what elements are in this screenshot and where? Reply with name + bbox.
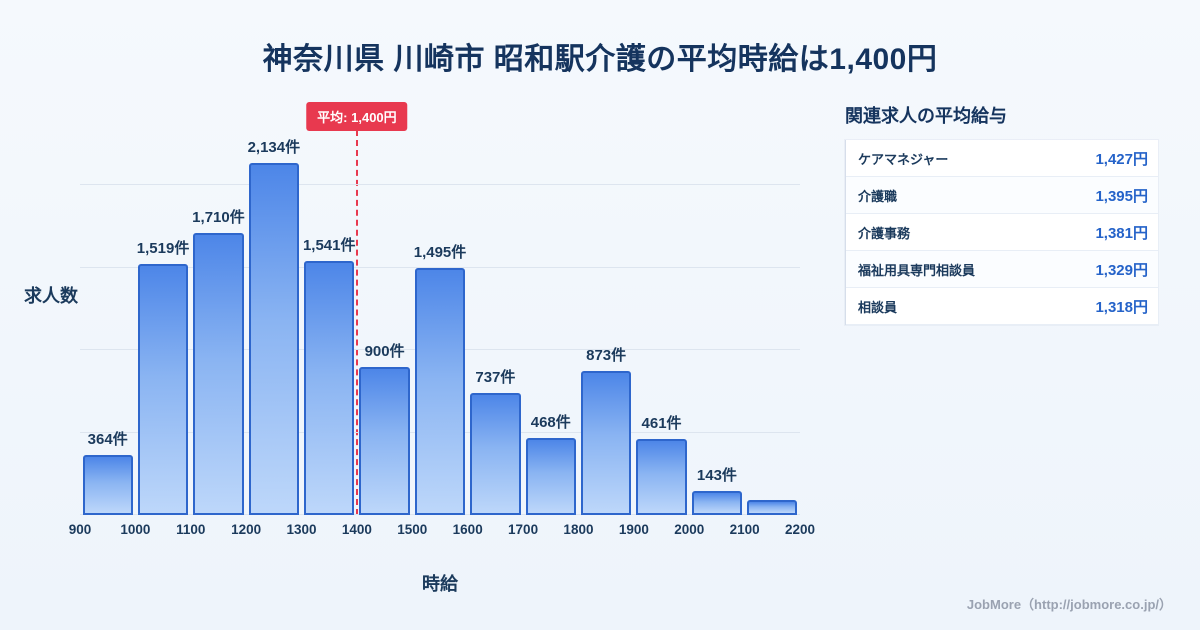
bar-value-label: 468件 [530, 414, 571, 431]
salary-row: 相談員 1,318円 [846, 288, 1158, 325]
histogram-bar [248, 163, 300, 515]
x-tick-label: 1800 [563, 522, 594, 537]
x-tick-label: 2100 [729, 522, 760, 537]
x-tick-label: 1300 [286, 522, 317, 537]
salary-row: ケアマネジャー 1,427円 [846, 140, 1158, 177]
salary-job-name: 相談員 [858, 299, 898, 315]
x-tick-label: 1000 [120, 522, 151, 537]
histogram-bar [193, 233, 244, 515]
x-tick-label: 1600 [452, 522, 483, 537]
footer-credit: JobMore（http://jobmore.co.jp/） [966, 597, 1172, 612]
salary-value: 1,318円 [1095, 298, 1148, 316]
histogram-bar [636, 439, 687, 515]
histogram-bar [137, 264, 189, 515]
bar-value-label: 1,495件 [413, 244, 467, 261]
bar-value-label: 737件 [475, 369, 516, 386]
salary-value: 1,395円 [1095, 187, 1148, 205]
bar-value-label: 900件 [364, 343, 405, 360]
salary-job-name: 介護職 [858, 188, 898, 204]
salary-row: 介護事務 1,381円 [846, 214, 1158, 251]
histogram-bar [304, 261, 355, 515]
y-axis-label: 求人数 [24, 286, 78, 306]
salary-row: 福祉用具専門相談員 1,329円 [846, 251, 1158, 288]
average-badge: 平均: 1,400円 [306, 102, 408, 131]
histogram-bar [525, 438, 576, 515]
bar-value-label: 364件 [87, 431, 128, 448]
x-tick-label: 1400 [341, 522, 372, 537]
histogram-bar [359, 367, 410, 515]
bar-value-label: 1,710件 [192, 209, 245, 226]
x-tick-label: 2200 [784, 522, 816, 537]
x-axis: 900 1000 1100 1200 1300 1400 1500 1600 1700 1800 1… [69, 522, 815, 542]
bar-value-label: 1,519件 [136, 240, 190, 257]
side-panel-title: 関連求人の平均給与 [845, 106, 1007, 126]
x-tick-label: 1200 [231, 522, 262, 537]
page-title: 神奈川県 川崎市 昭和駅介護の平均時給は1,400円 [262, 43, 938, 76]
salary-table: ケアマネジャー 1,427円介護職 1,395円介護事務 1,381円福祉用具専門相談… [845, 140, 1158, 325]
bar-value-label: 1,541件 [302, 237, 356, 254]
gridline [80, 184, 800, 185]
x-tick-label: 1100 [176, 522, 206, 537]
bar-value-label: 143件 [696, 467, 737, 484]
histogram-bar [82, 455, 133, 515]
salary-job-name: 介護事務 [858, 225, 911, 241]
bar-value-label: 873件 [586, 347, 627, 364]
salary-value: 1,381円 [1095, 224, 1148, 242]
x-tick-label: 1700 [508, 522, 539, 537]
x-tick-label: 1900 [618, 522, 649, 537]
x-axis-label: 時給 [422, 574, 458, 594]
salary-job-name: 福祉用具専門相談員 [858, 262, 976, 278]
average-line [355, 130, 358, 515]
gridline [80, 267, 800, 268]
histogram-bar [414, 268, 466, 515]
salary-job-name: ケアマネジャー [858, 151, 949, 167]
x-tick-label: 1500 [397, 522, 428, 537]
histogram-bar [747, 500, 798, 515]
plot-area: 平均: 1,400円 364件 1,519件 1,710件 2,134件 1,541件 9… [80, 100, 800, 515]
histogram-bar [470, 393, 521, 515]
salary-value: 1,329円 [1095, 261, 1148, 279]
bar-value-label: 2,134件 [247, 139, 301, 156]
x-tick-label: 2000 [674, 522, 705, 537]
salary-value: 1,427円 [1095, 150, 1148, 168]
histogram-bar [691, 491, 743, 515]
salary-row: 介護職 1,395円 [846, 177, 1158, 214]
histogram-bar [580, 371, 632, 515]
x-tick-label: 900 [68, 522, 92, 537]
bar-value-label: 461件 [641, 415, 682, 432]
